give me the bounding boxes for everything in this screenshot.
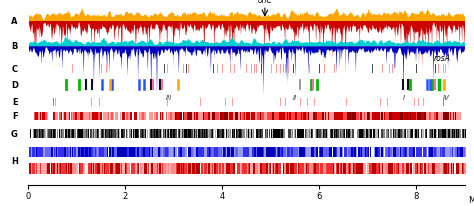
Text: IV: IV [443, 94, 449, 100]
Text: G: G [11, 130, 18, 139]
Text: I: I [403, 94, 405, 100]
Text: Mbp: Mbp [468, 195, 474, 204]
Text: onC: onC [257, 0, 273, 5]
Text: II: II [293, 94, 297, 100]
Text: A: A [11, 17, 18, 26]
Text: D: D [11, 81, 18, 90]
Text: B: B [11, 42, 18, 51]
Text: III: III [166, 94, 172, 100]
Text: C: C [12, 64, 18, 73]
Text: H: H [11, 156, 18, 165]
Text: F: F [12, 112, 18, 121]
Text: rosA: rosA [434, 54, 451, 63]
Text: E: E [12, 98, 18, 107]
